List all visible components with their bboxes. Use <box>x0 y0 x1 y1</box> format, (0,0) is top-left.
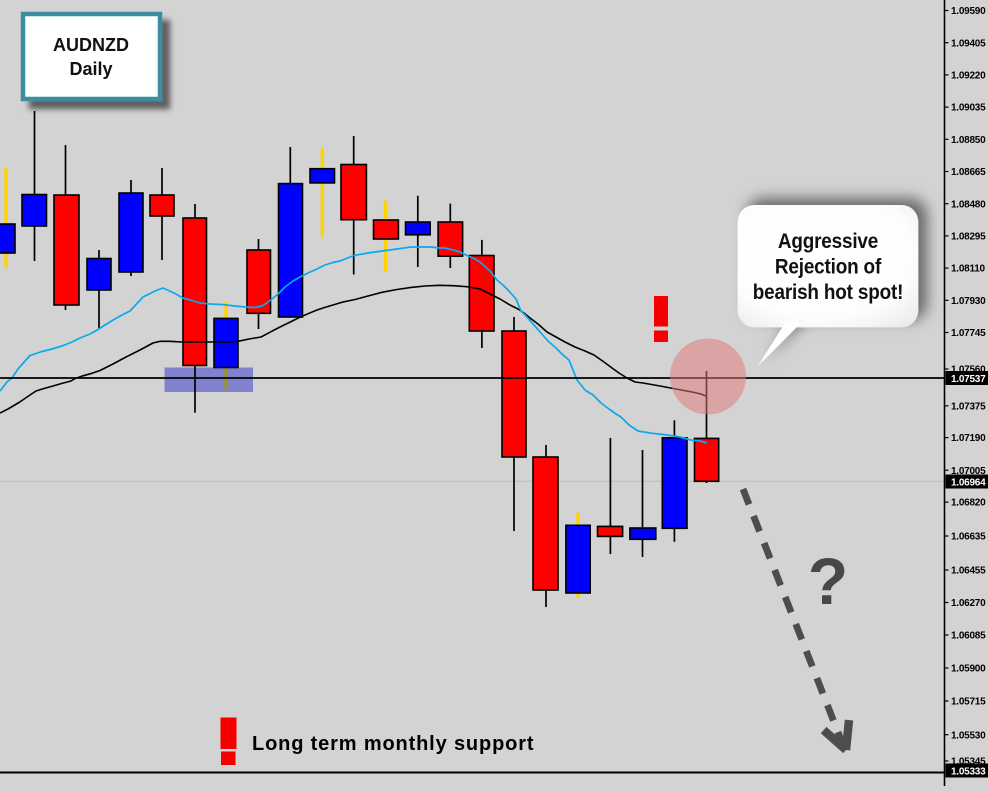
svg-text:Aggressive: Aggressive <box>778 230 878 253</box>
svg-text:AUDNZD: AUDNZD <box>53 35 129 55</box>
svg-text:1.05715: 1.05715 <box>951 697 986 708</box>
svg-text:1.06964: 1.06964 <box>951 477 986 488</box>
svg-text:1.06085: 1.06085 <box>951 631 986 642</box>
svg-text:bearish hot spot!: bearish hot spot! <box>753 281 903 304</box>
svg-text:1.05530: 1.05530 <box>951 730 986 741</box>
svg-text:Rejection of: Rejection of <box>775 255 882 278</box>
svg-text:Daily: Daily <box>69 59 112 79</box>
svg-text:1.07537: 1.07537 <box>951 374 986 385</box>
svg-text:1.08480: 1.08480 <box>951 199 986 210</box>
svg-text:Long term monthly support: Long term monthly support <box>252 733 534 755</box>
svg-text:1.07190: 1.07190 <box>951 433 986 444</box>
svg-text:1.09405: 1.09405 <box>951 38 986 49</box>
svg-text:1.05900: 1.05900 <box>951 664 986 675</box>
svg-text:1.09220: 1.09220 <box>951 71 986 82</box>
svg-text:1.05333: 1.05333 <box>951 766 986 777</box>
svg-text:1.08110: 1.08110 <box>951 264 986 275</box>
svg-text:1.07745: 1.07745 <box>951 328 986 339</box>
svg-text:1.09590: 1.09590 <box>951 6 986 17</box>
svg-text:1.09035: 1.09035 <box>951 103 986 114</box>
svg-text:1.08295: 1.08295 <box>951 232 986 243</box>
svg-text:1.07375: 1.07375 <box>951 401 986 412</box>
svg-text:1.06820: 1.06820 <box>951 498 986 509</box>
svg-text:1.06635: 1.06635 <box>951 532 986 543</box>
svg-text:1.06455: 1.06455 <box>951 566 986 577</box>
svg-text:1.08665: 1.08665 <box>951 167 986 178</box>
svg-text:1.08850: 1.08850 <box>951 135 986 146</box>
svg-text:1.07930: 1.07930 <box>951 296 986 307</box>
svg-text:1.06270: 1.06270 <box>951 598 986 609</box>
svg-text:?: ? <box>808 544 848 618</box>
